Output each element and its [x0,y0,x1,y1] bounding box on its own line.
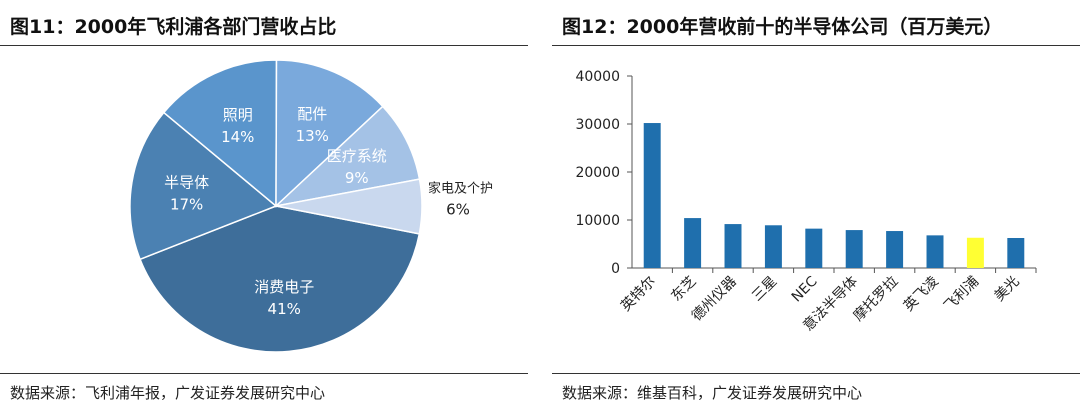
x-tick-label-4: 三星 [749,274,780,305]
pie-bottom-rule [0,373,528,374]
bar-top-rule [552,45,1080,46]
bar-8 [926,235,944,268]
pie-slice-3 [162,59,278,208]
pie-figure-title: 图11：2000年飞利浦各部门营收占比 [10,16,337,38]
x-tick-label-9: 飞利浦 [941,274,982,315]
bar-9 [966,237,984,268]
y-tick-label-2: 10000 [575,213,620,229]
x-tick-label-8: 英飞凌 [900,273,942,315]
bar-panel: 图12：2000年营收前十的半导体公司（百万美元） 0 10000 20000 300… [552,0,1080,417]
pie-slice-2 [129,111,278,261]
pie-slice-value-3: 14% [221,128,254,146]
pie-slice-5 [273,105,421,208]
pie-slice-value-1: 41% [268,300,301,318]
bar-axes: 0 10000 20000 30000 40000 [575,69,1037,277]
pie-slice-label-3: 照明 [223,106,253,124]
bar-7 [886,231,904,268]
x-tick-label-7: 摩托罗拉 [850,273,902,325]
x-tick-label-1: 英特尔 [617,273,659,315]
pie-slice-4 [275,59,384,208]
bar-source-note: 数据来源：维基百科，广发证券发展研究中心 [562,384,863,402]
pie-top-rule [0,45,528,46]
pie-slice-value-5: 9% [345,169,369,187]
bar-10 [1007,238,1025,268]
bar-6 [845,230,863,268]
pie-slice-label-2: 半导体 [164,174,209,192]
x-tick-label-10: 美光 [992,274,1023,305]
bar-3 [724,224,742,268]
pie-slice-label-4: 配件 [297,105,327,123]
pie-slice-6 [275,178,423,235]
pie-slices [129,59,423,353]
pie-slice-value-4: 13% [296,127,329,145]
y-tick-label-4: 30000 [575,117,620,133]
bar-5 [805,228,823,268]
pie-slice-1 [139,205,421,353]
y-tick-label-5: 40000 [575,69,620,85]
pie-slice-value-6: 6% [446,201,470,219]
pie-labels: 消费电子 41% 半导体 17% 照明 14% 配件 13% 医疗系统 9% 家电及个护 6% [164,105,493,318]
pie-slice-label-1: 消费电子 [254,278,314,296]
pie-slice-label-6: 家电及个护 [428,181,493,197]
pie-slice-label-5: 医疗系统 [327,147,387,165]
pie-chart: 消费电子 41% 半导体 17% 照明 14% 配件 13% 医疗系统 9% 家电及个护 6% [129,59,493,353]
x-tick-label-3: 德州仪器 [689,274,740,325]
x-tick-label-2: 东芝 [668,274,699,305]
y-tick-label-1: 0 [611,261,620,277]
bar-2 [684,218,702,268]
bar-bottom-rule [552,373,1080,374]
bar-1 [643,123,661,268]
pie-source-note: 数据来源：飞利浦年报，广发证券发展研究中心 [10,384,326,402]
pie-slice-value-2: 17% [170,196,203,214]
bar-marks [643,123,1025,268]
y-tick-label-3: 20000 [575,165,620,181]
bar-figure-title: 图12：2000年营收前十的半导体公司（百万美元） [562,16,1003,38]
pie-panel: 图11：2000年飞利浦各部门营收占比 消费电子 41% 半导体 17% 照明 14% 配件… [0,0,528,417]
bar-4 [764,225,782,268]
x-tick-label-5: NEC [789,273,821,305]
